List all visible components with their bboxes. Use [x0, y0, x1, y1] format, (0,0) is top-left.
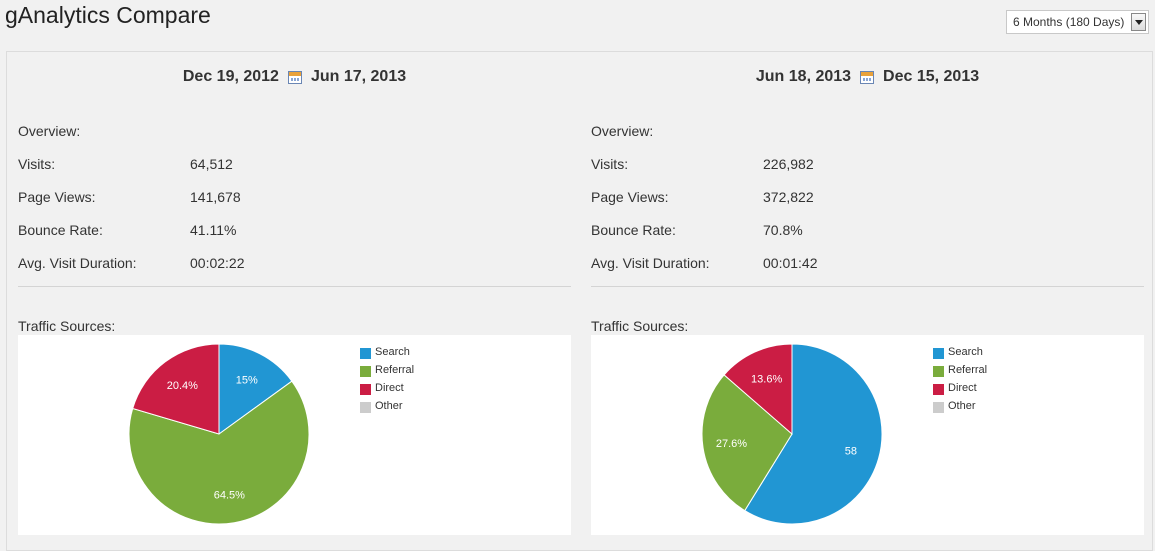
legend-swatch: [360, 366, 371, 377]
stat-value: 00:02:22: [190, 255, 245, 271]
pie-data-label: 27.6%: [716, 438, 747, 450]
pie-data-label: 15%: [236, 374, 258, 386]
pie-data-label: 13.6%: [751, 373, 782, 385]
date-range-2: Jun 18, 2013 Dec 15, 2013: [591, 68, 1144, 86]
legend-label: Search: [948, 346, 983, 358]
compare-panel: Dec 19, 2012 Jun 17, 2013 Overview: Visit…: [6, 51, 1153, 551]
calendar-icon[interactable]: [860, 70, 875, 84]
legend-label: Direct: [375, 382, 404, 394]
pie-slice-search[interactable]: [744, 343, 883, 525]
pie-slice-referral[interactable]: [701, 374, 793, 512]
date-range-1: Dec 19, 2012 Jun 17, 2013: [18, 68, 571, 86]
divider: [18, 286, 571, 287]
stat-avg-visit-duration: Avg. Visit Duration: 00:01:42: [591, 255, 1144, 275]
stat-label: Page Views:: [18, 189, 96, 205]
pie-chart: 15% 64.5% 20.4%: [128, 343, 310, 525]
pie-slice-referral[interactable]: [128, 380, 310, 525]
legend-swatch: [933, 402, 944, 413]
start-date[interactable]: Dec 19, 2012: [182, 68, 279, 85]
pie-data-label: 20.4%: [167, 380, 198, 392]
pie-slice-direct[interactable]: [723, 343, 793, 436]
stat-label: Bounce Rate:: [18, 222, 103, 238]
stat-bounce-rate: Bounce Rate: 41.11%: [18, 222, 571, 242]
stat-page-views: Page Views: 141,678: [18, 189, 571, 209]
date-range-select-value: 6 Months (180 Days): [1013, 15, 1125, 29]
legend-label: Search: [375, 346, 410, 358]
legend-label: Referral: [948, 364, 988, 376]
pie-chart: 58 27.6% 13.6%: [701, 343, 883, 525]
traffic-sources-heading: Traffic Sources:: [18, 318, 116, 334]
traffic-sources-chart: 15% 64.5% 20.4% Search Referral Direct Oth…: [18, 335, 571, 535]
stat-label: Bounce Rate:: [591, 222, 676, 238]
legend-swatch: [933, 384, 944, 395]
legend-swatch: [360, 348, 371, 359]
date-range-select[interactable]: 6 Months (180 Days): [1006, 10, 1149, 34]
legend-label: Direct: [948, 382, 977, 394]
stat-label: Avg. Visit Duration:: [591, 255, 710, 271]
legend-swatch: [360, 402, 371, 413]
stat-label: Visits:: [18, 156, 56, 172]
overview-heading: Overview:: [18, 123, 81, 139]
legend-swatch: [360, 384, 371, 395]
stat-value: 70.8%: [763, 222, 803, 238]
stat-label: Avg. Visit Duration:: [18, 255, 137, 271]
stat-value: 41.11%: [190, 222, 237, 238]
stat-value: 00:01:42: [763, 255, 818, 271]
stat-bounce-rate: Bounce Rate: 70.8%: [591, 222, 1144, 242]
stat-label: Visits:: [591, 156, 629, 172]
stat-page-views: Page Views: 372,822: [591, 189, 1144, 209]
legend-label: Other: [948, 400, 976, 412]
divider: [591, 286, 1144, 287]
pie-data-label: 64.5%: [214, 489, 245, 501]
legend-swatch: [933, 348, 944, 359]
legend-label: Referral: [375, 364, 415, 376]
pie-slice-search[interactable]: [218, 343, 293, 435]
stat-visits: Visits: 64,512: [18, 156, 571, 176]
period-column-1: Dec 19, 2012 Jun 17, 2013 Overview: Visit…: [18, 52, 571, 542]
stat-value: 64,512: [190, 156, 233, 172]
start-date[interactable]: Jun 18, 2013: [755, 68, 852, 85]
stat-value: 141,678: [190, 189, 241, 205]
stat-avg-visit-duration: Avg. Visit Duration: 00:02:22: [18, 255, 571, 275]
legend-label: Other: [375, 400, 403, 412]
calendar-icon[interactable]: [287, 70, 302, 84]
pie-slice-direct[interactable]: [132, 343, 220, 435]
traffic-sources-heading: Traffic Sources:: [591, 318, 689, 334]
end-date[interactable]: Dec 15, 2013: [883, 68, 980, 85]
stat-label: Page Views:: [591, 189, 669, 205]
stat-value: 372,822: [763, 189, 814, 205]
traffic-sources-chart: 58 27.6% 13.6% Search Referral Direct Othe…: [591, 335, 1144, 535]
page-title: gAnalytics Compare: [5, 2, 211, 28]
period-column-2: Jun 18, 2013 Dec 15, 2013 Overview: Visit…: [591, 52, 1144, 542]
legend-swatch: [933, 366, 944, 377]
stat-value: 226,982: [763, 156, 814, 172]
end-date[interactable]: Jun 17, 2013: [310, 68, 407, 85]
chevron-down-icon[interactable]: [1131, 13, 1146, 31]
stat-visits: Visits: 226,982: [591, 156, 1144, 176]
overview-heading: Overview:: [591, 123, 654, 139]
pie-data-label: 58: [845, 446, 857, 458]
